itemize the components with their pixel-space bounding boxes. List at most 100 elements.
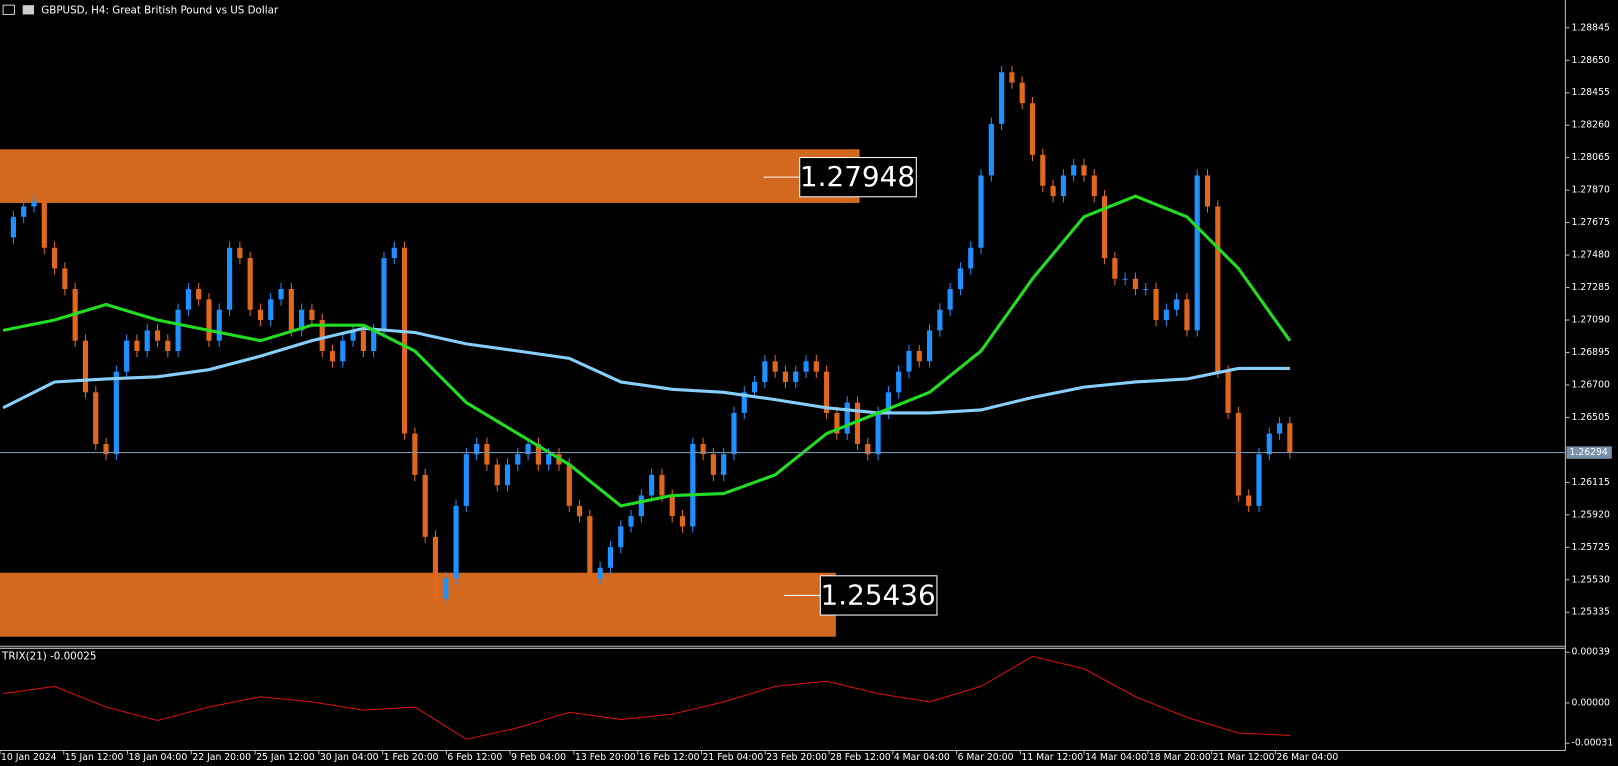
time-label: 23 Feb 20:00 [766,752,827,763]
candle [978,175,984,248]
candle [10,216,16,238]
candle [226,247,233,310]
price-tick-label: 1.26505 [1572,412,1610,423]
price-tick-label: 1.27480 [1572,250,1610,261]
candle [937,309,943,331]
candle [865,443,871,455]
candle [710,454,716,475]
candle [587,516,593,579]
candle [649,474,655,496]
time-label: 25 Jan 12:00 [256,752,315,763]
candle [422,474,428,537]
candle [391,247,397,259]
candle [309,309,315,321]
candle [1122,278,1128,280]
time-label: 9 Feb 04:00 [511,752,566,763]
candle [1132,278,1139,290]
candle [51,247,58,269]
time-label: 4 Mar 04:00 [894,752,950,763]
candle [288,289,294,331]
icon [2,4,15,15]
candle [484,443,490,465]
candle [782,371,789,382]
candle [1143,289,1149,291]
candle [700,443,706,455]
candle [82,340,89,393]
candle [896,371,902,393]
candle [834,412,840,434]
time-label: 30 Jan 04:00 [320,752,379,763]
candle [875,412,881,455]
candle [1040,154,1046,186]
candle [597,567,603,579]
candle [1163,309,1169,321]
candle [1071,165,1077,176]
candle [690,443,696,527]
candle [443,578,449,599]
candle [824,371,830,413]
price-tick-label: 1.25335 [1572,607,1610,618]
candle [134,340,140,351]
candle [21,206,27,217]
zone-label-box [799,157,917,198]
candle [535,443,541,465]
price-tick-label: 1.28260 [1572,120,1610,131]
time-label: 10 Jan 2024 [1,752,57,763]
candle [947,289,953,310]
trix-tick-label: 0.00000 [1572,697,1610,708]
price-tick-label: 1.26700 [1572,379,1610,390]
candle [62,268,68,290]
time-label: 14 Mar 04:00 [1085,752,1147,763]
price-tick-label: 1.25725 [1572,542,1610,553]
candle [206,299,212,341]
candle [432,536,439,599]
price-tick-label: 1.26115 [1572,477,1610,488]
zone-label: 1.27948 [800,160,915,193]
price-tick-label: 1.27870 [1572,185,1610,196]
candle [772,361,778,372]
candle [1019,82,1025,104]
time-label: 28 Feb 12:00 [830,752,891,763]
price-tick-label: 1.27090 [1572,315,1610,326]
candle [340,340,346,362]
candle [93,392,99,444]
candle [494,464,500,486]
candle [257,309,264,321]
candle [1276,423,1283,434]
price-tick-label: 1.27285 [1572,282,1610,293]
candle [237,247,243,259]
candle [412,433,418,475]
candle [463,454,469,506]
candle [371,330,377,351]
candle [401,247,408,434]
candle [844,402,850,434]
time-label: 16 Feb 12:00 [639,752,700,763]
candle [525,443,531,455]
candle [1101,196,1108,259]
candle [1246,495,1252,506]
candle [906,350,912,372]
price-tick-label: 1.28455 [1572,87,1610,98]
price-tick-label: 1.28845 [1572,22,1610,33]
price-tick-label: 1.26895 [1572,347,1610,358]
candle [41,201,47,248]
price-tick-label: 1.27675 [1572,217,1610,228]
candle [1009,72,1015,83]
candle [731,412,737,455]
candle [566,464,572,506]
time-label: 18 Jan 04:00 [129,752,188,763]
candle [1235,412,1241,496]
zone-label-box [819,575,938,616]
candle [504,464,511,486]
current-price-box [1566,446,1612,459]
candle [576,505,583,517]
candle [638,495,644,517]
candle [144,330,150,351]
candle [165,340,171,351]
price-tick-label: 1.28065 [1572,152,1610,163]
candle [1029,103,1036,155]
candle [1174,299,1180,310]
candle [968,247,974,269]
